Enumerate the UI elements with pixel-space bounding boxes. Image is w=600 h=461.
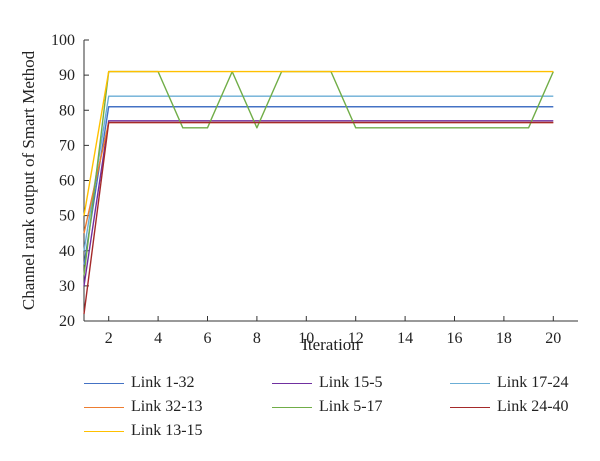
series-line-link-15-5 <box>83 120 554 286</box>
y-tick-label: 50 <box>59 208 75 225</box>
x-tick-label: 2 <box>105 330 113 347</box>
legend-label: Link 15-5 <box>319 374 383 391</box>
y-axis-label: Channel rank output of Smart Method <box>19 50 38 310</box>
x-ticks: 2 4 6 8 10 12 14 16 18 20 <box>105 316 561 347</box>
legend-label: Link 5-17 <box>319 398 383 415</box>
legend-swatch <box>450 406 490 408</box>
legend-swatch <box>84 430 124 432</box>
legend-label: Link 24-40 <box>497 398 569 415</box>
y-tick-label: 20 <box>59 313 75 330</box>
legend-item-link-17-24: Link 17-24 <box>450 373 569 393</box>
legend-item-link-1-32: Link 1-32 <box>84 373 195 393</box>
legend-label: Link 32-13 <box>131 398 203 415</box>
y-tick-label: 70 <box>59 137 75 154</box>
legend-swatch <box>450 382 490 384</box>
x-axis-label: Iteration <box>302 335 360 354</box>
x-tick-label: 6 <box>204 330 212 347</box>
series-line-link-24-40 <box>83 121 554 315</box>
legend-label: Link 17-24 <box>497 374 569 391</box>
series-line-link-13-15 <box>83 70 554 216</box>
y-tick-label: 60 <box>59 173 75 190</box>
legend-label: Link 1-32 <box>131 374 195 391</box>
legend-label: Link 13-15 <box>131 422 203 439</box>
legend-swatch <box>84 382 124 384</box>
legend-item-link-13-15: Link 13-15 <box>84 421 203 441</box>
x-tick-label: 20 <box>545 330 561 347</box>
y-ticks: 20 30 40 50 60 70 80 90 100 <box>51 32 89 330</box>
x-tick-label: 10 <box>298 330 314 347</box>
y-tick-label: 80 <box>59 102 75 119</box>
series-line-link-1-32 <box>83 106 554 265</box>
line-chart: 2 4 6 8 10 12 14 16 18 20 20 30 40 50 60 70 80 90 100 Ite… <box>19 32 578 354</box>
series-line-link-17-24 <box>83 95 554 251</box>
legend-swatch <box>84 406 124 408</box>
x-tick-label: 18 <box>496 330 512 347</box>
legend-swatch <box>272 382 312 384</box>
legend-swatch <box>272 406 312 408</box>
y-tick-label: 30 <box>59 278 75 295</box>
y-tick-label: 90 <box>59 67 75 84</box>
series-line-link-5-17 <box>83 70 554 276</box>
legend-item-link-24-40: Link 24-40 <box>450 397 569 417</box>
x-tick-label: 4 <box>154 330 162 347</box>
legend-item-link-5-17: Link 5-17 <box>272 397 383 417</box>
series-line-link-32-13 <box>83 121 554 234</box>
axes <box>83 40 578 322</box>
legend-item-link-15-5: Link 15-5 <box>272 373 383 393</box>
x-tick-label: 16 <box>447 330 463 347</box>
series-lines <box>83 70 554 315</box>
x-tick-label: 12 <box>348 330 364 347</box>
x-tick-label: 8 <box>253 330 261 347</box>
y-tick-label: 100 <box>51 32 75 49</box>
x-tick-label: 14 <box>397 330 413 347</box>
y-tick-label: 40 <box>59 243 75 260</box>
legend-item-link-32-13: Link 32-13 <box>84 397 203 417</box>
